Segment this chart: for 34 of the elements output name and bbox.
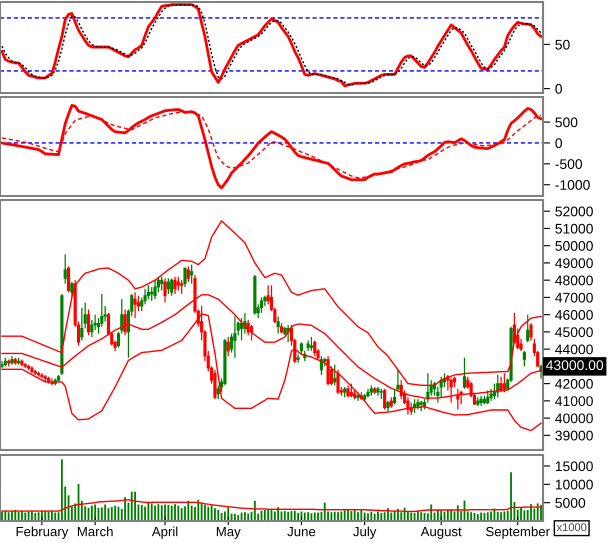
y-tick-label: 50000	[555, 241, 593, 251]
y-tick-label: -1000	[555, 180, 590, 190]
y-tick-label: 15000	[556, 461, 593, 472]
y-tick-label: 45000	[555, 327, 593, 338]
line-series	[1, 499, 542, 512]
y-tick-label: 0	[555, 138, 562, 148]
x-tick-label: July	[353, 526, 376, 539]
y-tick-label: 50	[555, 40, 570, 50]
y-tick-label: 5000	[555, 498, 586, 508]
y-tick-label: -500	[555, 159, 582, 170]
y-tick-label: 41000	[555, 396, 593, 406]
y-tick-label: 44000	[555, 344, 593, 354]
x-tick-label: March	[78, 526, 113, 536]
x-tick-label: April	[152, 526, 178, 539]
x-tick-label: September	[486, 526, 550, 539]
y-tick-label: 51000	[555, 224, 593, 234]
text: x1000	[556, 523, 586, 532]
y-tick-label: 40000	[555, 413, 593, 424]
x-tick-label: August	[420, 527, 462, 539]
line-series	[0, 104, 542, 190]
y-tick-label: 52000	[555, 206, 593, 216]
y-tick-label: 48000	[555, 276, 593, 286]
y-tick-label: 0	[555, 84, 562, 94]
y-tick-label: 500	[555, 117, 578, 128]
y-tick-label: 47000	[555, 292, 593, 303]
y-tick-label: 10000	[556, 480, 593, 490]
y-tick-label: 46000	[555, 310, 593, 320]
y-tick-label: 42000	[555, 378, 593, 389]
x-tick-label: May	[216, 527, 241, 539]
y-tick-label: 49000	[555, 258, 593, 268]
text: 43000.00	[546, 360, 604, 370]
x-tick-label: February	[16, 526, 68, 539]
x-tick-label: June	[287, 527, 316, 536]
y-tick-label: 39000	[555, 430, 593, 441]
